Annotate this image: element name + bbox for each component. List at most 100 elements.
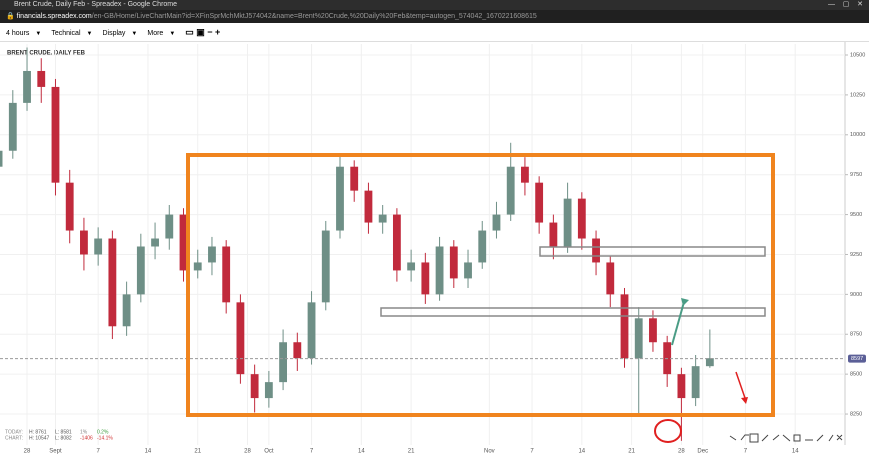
dropdown-caret: ▼ bbox=[35, 31, 42, 37]
y-tick-label: 8250 bbox=[850, 411, 862, 417]
last-price-label: 8597 bbox=[851, 356, 863, 362]
x-tick-label: 28 bbox=[24, 449, 31, 455]
title-bar: Brent Crude, Daily Feb - Spreadex - Goog… bbox=[0, 0, 869, 10]
y-tick-label: 10250 bbox=[850, 92, 865, 98]
info-text: L: 8581 bbox=[55, 429, 72, 435]
candle-body bbox=[649, 318, 657, 343]
candle-body bbox=[151, 238, 159, 247]
arrow-down bbox=[735, 371, 746, 399]
candle-body bbox=[577, 198, 586, 239]
chart-title: BRENT CRUDE, DAILY FEB bbox=[7, 51, 86, 57]
candle-body bbox=[0, 150, 3, 167]
candle-body bbox=[592, 238, 600, 263]
candle-body bbox=[506, 166, 515, 215]
candle-body bbox=[606, 262, 615, 295]
info-text: 1% bbox=[80, 429, 88, 435]
candle-body bbox=[307, 302, 316, 359]
arrow-head bbox=[741, 397, 748, 404]
url-path: /en-GB/Home/LiveChartMain?id=XFinSprMchM… bbox=[91, 13, 537, 20]
window-title: Brent Crude, Daily Feb - Spreadex - Goog… bbox=[14, 1, 178, 8]
candle-body bbox=[293, 342, 302, 359]
address-bar[interactable]: 🔒 financials.spreadex.com/en-GB/Home/Liv… bbox=[0, 10, 869, 23]
candle-body bbox=[549, 222, 558, 247]
candle-body bbox=[407, 262, 416, 271]
menu-item[interactable]: Display bbox=[102, 30, 126, 37]
candle-body bbox=[464, 262, 472, 279]
candle-body bbox=[392, 214, 401, 271]
highlight-box bbox=[186, 153, 775, 417]
plot: 8250 8500 8750 9000 9250 9500 9750 10000 10250 10… bbox=[0, 44, 865, 455]
candle-body bbox=[634, 318, 643, 359]
candle-body bbox=[208, 246, 216, 263]
x-tick-label: 21 bbox=[628, 449, 635, 455]
tool-icons[interactable]: ▭ ▣ − + bbox=[185, 27, 221, 37]
x-tick-label: 28 bbox=[678, 449, 685, 455]
url-host: financials.spreadex.com bbox=[16, 13, 92, 20]
x-tick-label: Sept bbox=[49, 449, 62, 455]
dropdown-caret: ▼ bbox=[169, 31, 176, 37]
candle-body bbox=[691, 366, 700, 399]
x-tick-label: Dec bbox=[697, 449, 708, 455]
arrow-head bbox=[681, 298, 689, 306]
y-tick-label: 9000 bbox=[850, 292, 862, 298]
zone-box bbox=[539, 246, 766, 257]
candle-body bbox=[620, 294, 629, 359]
candle-body bbox=[705, 358, 714, 367]
x-tick-label: Nov bbox=[484, 449, 495, 455]
candle-body bbox=[65, 182, 74, 231]
x-tick-label: 7 bbox=[96, 449, 100, 455]
last-price-badge bbox=[848, 354, 866, 363]
candle-body bbox=[222, 246, 231, 303]
candle-body bbox=[321, 230, 330, 303]
candle-body bbox=[264, 382, 273, 399]
x-tick-label: 7 bbox=[310, 449, 314, 455]
candle-body bbox=[521, 166, 529, 183]
candle-body bbox=[236, 302, 245, 375]
candle-body bbox=[563, 198, 572, 247]
info-text: -1406 bbox=[80, 435, 93, 441]
candle-body bbox=[492, 214, 501, 231]
info-text: -14.1% bbox=[97, 435, 113, 441]
info-text: H: 10547 bbox=[29, 435, 50, 441]
candle-body bbox=[37, 70, 46, 87]
menu-item[interactable]: More bbox=[147, 30, 164, 37]
candle-body bbox=[421, 262, 430, 295]
x-tick-label: 7 bbox=[744, 449, 748, 455]
candle-body bbox=[535, 182, 544, 223]
y-tick-label: 9750 bbox=[850, 172, 862, 178]
info-text: H: 8761 bbox=[29, 429, 47, 435]
drawing-tools[interactable] bbox=[729, 433, 843, 443]
dropdown-caret: ▼ bbox=[86, 31, 93, 37]
info-text: CHART: bbox=[5, 435, 23, 441]
info-text: L: 8082 bbox=[55, 435, 72, 441]
candle-body bbox=[108, 238, 117, 327]
x-tick-label: Oct bbox=[264, 449, 274, 455]
y-tick-label: 8500 bbox=[850, 372, 862, 378]
window-controls[interactable]: — ▢ ✕ bbox=[827, 1, 863, 8]
y-tick-label: 10000 bbox=[850, 132, 865, 138]
candle-body bbox=[165, 214, 174, 239]
candle-body bbox=[250, 374, 259, 399]
arrow-up bbox=[671, 301, 685, 346]
toolbar: 4 hours ▼ Technical ▼ Display ▼ More ▼ ▭ ▣ − + bbox=[0, 24, 869, 42]
candle-body bbox=[478, 230, 487, 263]
info-text: 0.2% bbox=[97, 429, 109, 435]
menu-item[interactable]: 4 hours bbox=[6, 30, 30, 37]
x-tick-label: 21 bbox=[408, 449, 415, 455]
candle-body bbox=[435, 246, 444, 295]
candle-body bbox=[677, 374, 686, 399]
x-tick-label: 14 bbox=[358, 449, 365, 455]
candle-body bbox=[122, 294, 131, 327]
x-tick-label: 14 bbox=[792, 449, 799, 455]
y-tick-label: 9250 bbox=[850, 252, 862, 258]
menu-item[interactable]: Technical bbox=[51, 30, 81, 37]
candle-body bbox=[336, 166, 344, 231]
candle-body bbox=[179, 214, 188, 271]
circle-marker bbox=[654, 419, 682, 443]
x-tick-label: 14 bbox=[578, 449, 585, 455]
candle-body bbox=[94, 238, 103, 255]
candle-body bbox=[279, 342, 288, 383]
y-tick-label: 9500 bbox=[850, 212, 862, 218]
